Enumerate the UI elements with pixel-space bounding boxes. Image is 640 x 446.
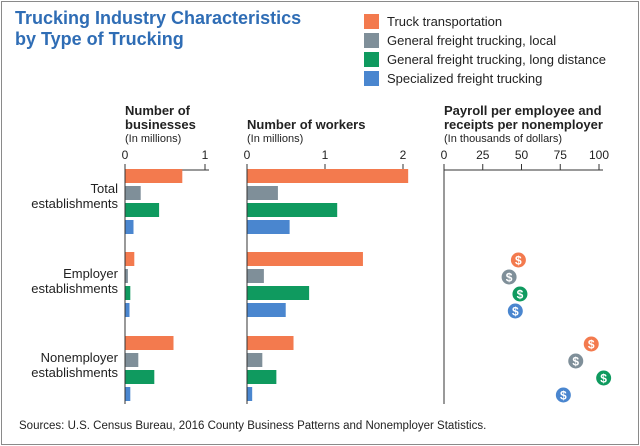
- bar-truck-transportation-employer-establishments: [125, 252, 135, 266]
- legend-label: General freight trucking, local: [387, 33, 557, 48]
- tick-label-0-0: 0: [122, 148, 129, 162]
- tick-label-payroll-75: 75: [554, 148, 568, 162]
- tick-label-1-1: 1: [322, 148, 329, 162]
- bar-general-freight-trucking-local-nonemployer-establishments: [247, 353, 263, 367]
- bar-truck-transportation-nonemployer-establishments: [125, 336, 174, 350]
- bar-general-freight-trucking-long-distance-total-establishments: [125, 203, 160, 217]
- legend-swatch: [364, 14, 379, 29]
- dollar-icon: $: [572, 355, 579, 369]
- tick-label-0-1: 1: [202, 148, 209, 162]
- marker-general-freight-trucking-long-distance-nonemployer-establishments: [596, 370, 612, 386]
- legend-item-truck-transportation: Truck transportation: [364, 12, 606, 31]
- tick-label-1-2: 2: [400, 148, 407, 162]
- legend-swatch: [364, 52, 379, 67]
- category-label-nonemployer-establishments-line-2: establishments: [31, 365, 118, 380]
- tick-label-payroll-25: 25: [476, 148, 490, 162]
- bar-truck-transportation-total-establishments: [247, 169, 409, 183]
- bar-general-freight-trucking-long-distance-total-establishments: [247, 203, 338, 217]
- dollar-icon: $: [600, 372, 607, 386]
- panel-subtitle-businesses: (In millions): [125, 133, 181, 145]
- legend-swatch: [364, 71, 379, 86]
- marker-general-freight-trucking-local-employer-establishments: [501, 269, 517, 285]
- panel-title-businesses-line-1: Number of: [125, 103, 191, 118]
- bar-specialized-freight-trucking-nonemployer-establishments: [125, 387, 131, 401]
- bar-general-freight-trucking-long-distance-nonemployer-establishments: [125, 370, 155, 384]
- bar-specialized-freight-trucking-total-establishments: [247, 220, 290, 234]
- dollar-icon: $: [506, 271, 513, 285]
- category-label-employer-establishments-line-2: establishments: [31, 281, 118, 296]
- bar-general-freight-trucking-local-total-establishments: [125, 186, 141, 200]
- panel-subtitle-workers: (In millions): [247, 133, 303, 145]
- bar-truck-transportation-total-establishments: [125, 169, 183, 183]
- bar-general-freight-trucking-long-distance-nonemployer-establishments: [247, 370, 277, 384]
- legend-label: General freight trucking, long distance: [387, 52, 606, 67]
- title-line-2: by Type of Trucking: [15, 29, 184, 49]
- legend: Truck transportation General freight tru…: [364, 12, 606, 88]
- marker-general-freight-trucking-local-nonemployer-establishments: [568, 353, 584, 369]
- marker-truck-transportation-nonemployer-establishments: [583, 336, 599, 352]
- tick-label-1-0: 0: [244, 148, 251, 162]
- legend-swatch: [364, 33, 379, 48]
- marker-specialized-freight-trucking-nonemployer-establishments: [555, 387, 571, 403]
- panel-title-payroll-line-2: receipts per nonemployer: [444, 117, 603, 132]
- bar-general-freight-trucking-local-employer-establishments: [125, 269, 128, 283]
- legend-label: Specialized freight trucking: [387, 71, 543, 86]
- marker-specialized-freight-trucking-employer-establishments: [507, 303, 523, 319]
- category-label-employer-establishments: Employer: [63, 266, 119, 281]
- dollar-icon: $: [517, 288, 524, 302]
- legend-item-general-freight-local: General freight trucking, local: [364, 31, 606, 50]
- bar-general-freight-trucking-long-distance-employer-establishments: [247, 286, 310, 300]
- bar-general-freight-trucking-local-employer-establishments: [247, 269, 264, 283]
- bar-specialized-freight-trucking-employer-establishments: [247, 303, 286, 317]
- dollar-icon: $: [512, 305, 519, 319]
- tick-label-payroll-100: 100: [589, 148, 609, 162]
- bar-truck-transportation-employer-establishments: [247, 252, 363, 266]
- bar-general-freight-trucking-long-distance-employer-establishments: [125, 286, 131, 300]
- category-label-nonemployer-establishments: Nonemployer: [41, 350, 119, 365]
- tick-label-payroll-0: 0: [441, 148, 448, 162]
- bar-specialized-freight-trucking-employer-establishments: [125, 303, 130, 317]
- bar-specialized-freight-trucking-nonemployer-establishments: [247, 387, 253, 401]
- marker-general-freight-trucking-long-distance-employer-establishments: [512, 286, 528, 302]
- dollar-icon: $: [560, 389, 567, 403]
- tick-label-payroll-50: 50: [515, 148, 529, 162]
- category-label-total-establishments: Total: [91, 181, 119, 196]
- bar-general-freight-trucking-local-nonemployer-establishments: [125, 353, 139, 367]
- legend-label: Truck transportation: [387, 14, 503, 29]
- panel-title-businesses-line-2: businesses: [125, 117, 196, 132]
- dollar-icon: $: [588, 338, 595, 352]
- category-label-total-establishments-line-2: establishments: [31, 196, 118, 211]
- bar-truck-transportation-nonemployer-establishments: [247, 336, 294, 350]
- bar-specialized-freight-trucking-total-establishments: [125, 220, 134, 234]
- panel-title-payroll-line-1: Payroll per employee and: [444, 103, 602, 118]
- panel-subtitle-payroll: (In thousands of dollars): [444, 133, 562, 145]
- source-note: Sources: U.S. Census Bureau, 2016 County…: [19, 420, 487, 432]
- title-line-1: Trucking Industry Characteristics: [15, 8, 302, 28]
- bar-general-freight-trucking-local-total-establishments: [247, 186, 278, 200]
- dollar-icon: $: [515, 254, 522, 268]
- marker-truck-transportation-employer-establishments: [510, 252, 526, 268]
- panel-title-workers: Number of workers: [247, 117, 365, 132]
- legend-item-general-freight-long-distance: General freight trucking, long distance: [364, 50, 606, 69]
- figure-title: Trucking Industry Characteristics by Typ…: [15, 8, 315, 50]
- legend-item-specialized-freight: Specialized freight trucking: [364, 69, 606, 88]
